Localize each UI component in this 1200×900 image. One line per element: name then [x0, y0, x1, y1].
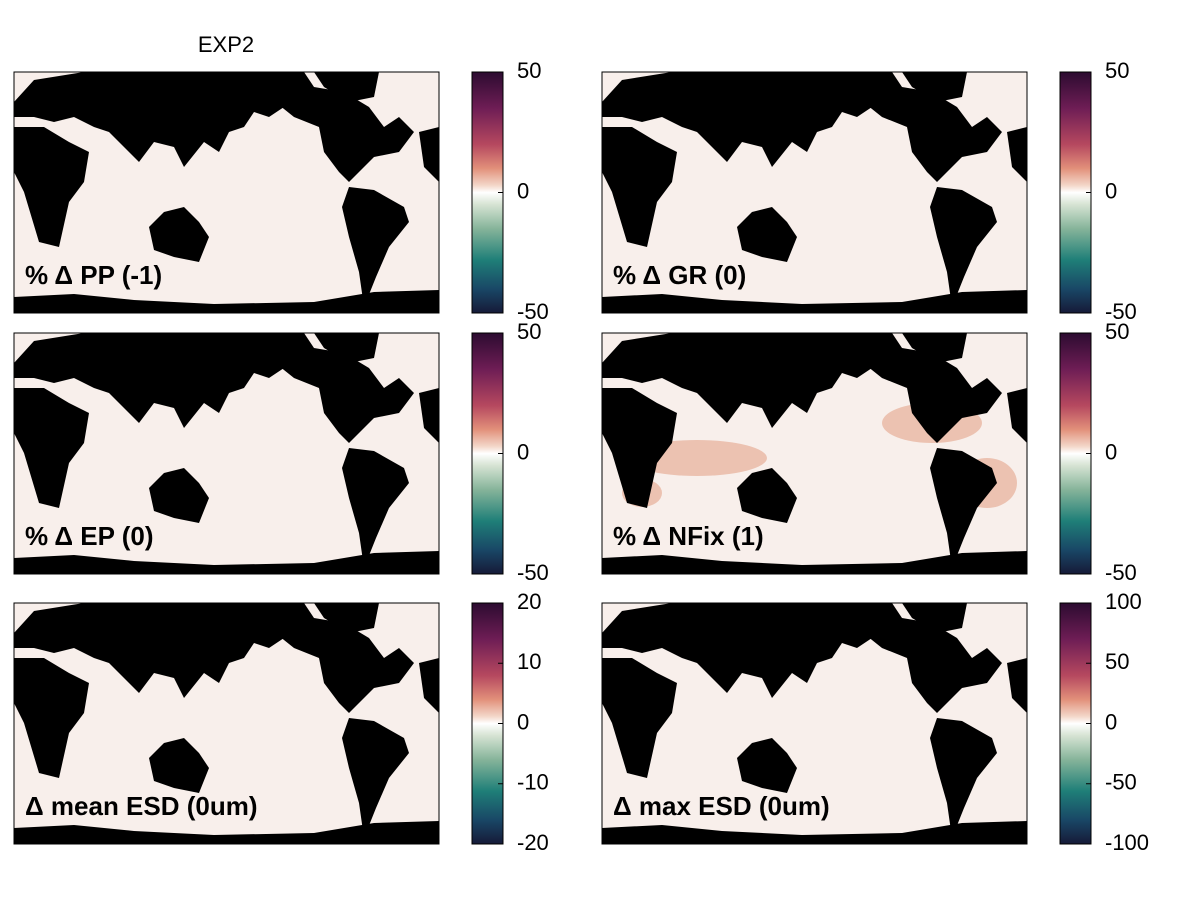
colorbar-tick-label: 100	[1105, 589, 1142, 614]
colorbar	[1059, 71, 1092, 314]
map-panel: % Δ NFix (1) -50 0 50	[601, 319, 1137, 585]
map-panel: % Δ GR (0) -50 0 50	[601, 58, 1137, 324]
map-panel: % Δ EP (0) -50 0 50	[13, 319, 549, 585]
colorbar	[471, 602, 504, 845]
colorbar	[1059, 602, 1092, 845]
map-panel: Δ max ESD (0um) -100 -50 0 50 100	[601, 589, 1149, 855]
colorbar	[1059, 332, 1092, 575]
map-frame	[601, 602, 1028, 845]
panel-label: % Δ PP (-1)	[25, 260, 162, 290]
colorbar-tick-label: -10	[517, 770, 549, 795]
colorbar-tick-label: 0	[1105, 709, 1117, 734]
colorbar-tick-label: 0	[517, 439, 529, 464]
colorbar-tick-label: 20	[517, 589, 541, 614]
colorbar-tick-label: 0	[517, 709, 529, 734]
colorbar-tick-label: -50	[517, 299, 549, 324]
panel-label: Δ max ESD (0um)	[613, 791, 830, 821]
panel-label: Δ mean ESD (0um)	[25, 791, 258, 821]
colorbar-tick-label: 50	[1105, 319, 1129, 344]
colorbar-tick-label: 50	[1105, 649, 1129, 674]
colorbar-tick-label: -100	[1105, 830, 1149, 855]
colorbar-tick-label: 50	[517, 319, 541, 344]
colorbar-tick-label: -50	[1105, 299, 1137, 324]
map-frame	[13, 602, 440, 845]
panel-label: % Δ NFix (1)	[613, 521, 764, 551]
colorbar-tick-label: 50	[517, 58, 541, 83]
panel-label: % Δ EP (0)	[25, 521, 154, 551]
colorbar-tick-label: 50	[1105, 58, 1129, 83]
colorbar-tick-label: -50	[517, 560, 549, 585]
map-frame	[601, 71, 1028, 314]
colorbar-tick-label: -50	[1105, 560, 1137, 585]
colorbar	[471, 71, 504, 314]
colorbar-tick-label: 10	[517, 649, 541, 674]
colorbar-tick-label: -50	[1105, 770, 1137, 795]
colorbar-tick-label: 0	[1105, 439, 1117, 464]
colorbar	[471, 332, 504, 575]
map-frame	[13, 332, 440, 575]
colorbar-tick-label: 0	[1105, 178, 1117, 203]
map-frame	[601, 332, 1028, 575]
colorbar-tick-label: 0	[517, 178, 529, 203]
map-panel: % Δ PP (-1) -50 0 50	[13, 58, 549, 324]
figure-title: EXP2	[198, 32, 254, 57]
colorbar-tick-label: -20	[517, 830, 549, 855]
map-panel: Δ mean ESD (0um) -20 -10 0 10 20	[13, 589, 549, 855]
panel-label: % Δ GR (0)	[613, 260, 746, 290]
map-frame	[13, 71, 440, 314]
